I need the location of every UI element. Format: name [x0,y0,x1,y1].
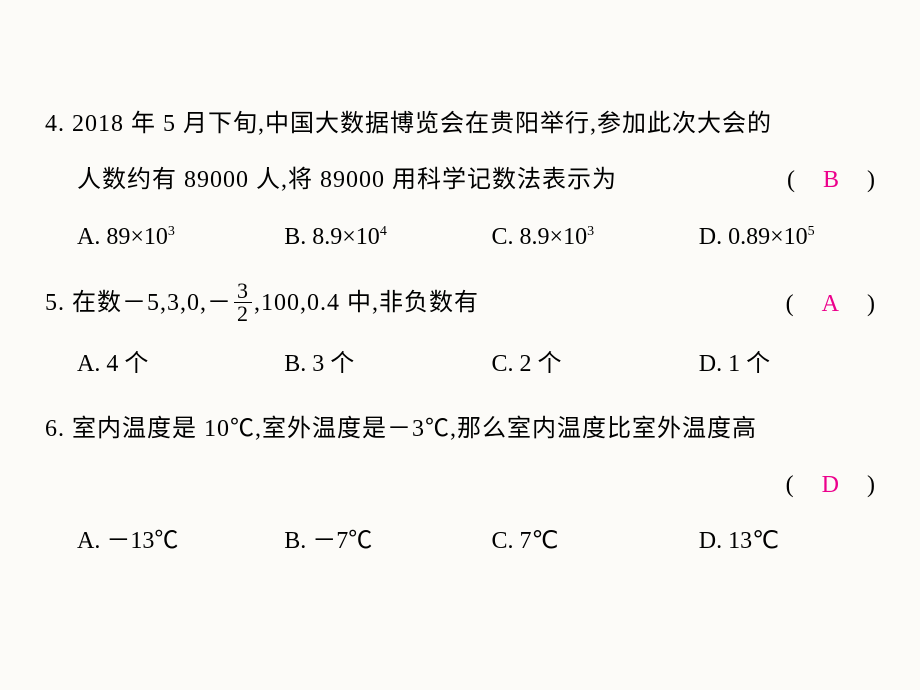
exam-content: 4. 2018 年 5 月下旬,中国大数据博览会在贵阳举行,参加此次大会的 人数… [0,0,920,561]
q4-line1: 4. 2018 年 5 月下旬,中国大数据博览会在贵阳举行,参加此次大会的 [45,105,875,143]
q6-line1: 6. 室内温度是 10℃,室外温度是－3℃,那么室内温度比室外温度高 [45,410,875,448]
fraction-3-2: 32 [234,280,252,325]
q4-answer-paren: ( B ) [787,161,875,199]
q6-optD: D. 13℃ [699,522,875,560]
q6-options: A. －13℃ B. －7℃ C. 7℃ D. 13℃ [77,522,875,560]
q5-text: 5. 在数－5,3,0,－32,100,0.4 中,非负数有 [45,282,786,327]
q5-answer-paren: ( A ) [786,285,875,323]
q6-optC: C. 7℃ [492,522,699,560]
q4-text1: 4. 2018 年 5 月下旬,中国大数据博览会在贵阳举行,参加此次大会的 [45,105,875,143]
q5-optB: B. 3 个 [284,345,491,383]
q5-answer: A [818,291,843,317]
q4-options: A. 89×103 B. 8.9×104 C. 8.9×103 D. 0.89×… [77,218,875,256]
q4-optB: B. 8.9×104 [284,218,491,256]
q5-options: A. 4 个 B. 3 个 C. 2 个 D. 1 个 [77,345,875,383]
q6-answer: D [818,472,843,498]
q4-line2: 人数约有 89000 人,将 89000 用科学记数法表示为 ( B ) [77,161,875,199]
q4-optA: A. 89×103 [77,218,284,256]
q4-optD: D. 0.89×105 [699,218,875,256]
q4-optC: C. 8.9×103 [492,218,699,256]
q6-answer-line: ( D ) [45,466,875,504]
q6-answer-paren: ( D ) [786,466,875,504]
q4-answer: B [819,167,843,193]
q6-text1: 6. 室内温度是 10℃,室外温度是－3℃,那么室内温度比室外温度高 [45,410,875,448]
q6-optA: A. －13℃ [77,522,284,560]
q6-optB: B. －7℃ [284,522,491,560]
q5-optC: C. 2 个 [492,345,699,383]
q5-line: 5. 在数－5,3,0,－32,100,0.4 中,非负数有 ( A ) [45,282,875,327]
q5-optA: A. 4 个 [77,345,284,383]
q5-optD: D. 1 个 [699,345,875,383]
q4-text2: 人数约有 89000 人,将 89000 用科学记数法表示为 [77,161,787,199]
